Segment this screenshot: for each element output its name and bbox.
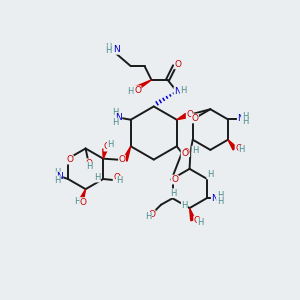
Text: H: H [127, 87, 134, 96]
Text: N: N [237, 113, 244, 122]
Polygon shape [177, 113, 188, 120]
Polygon shape [190, 208, 195, 221]
Text: H: H [112, 108, 119, 117]
Text: H: H [180, 86, 187, 95]
Polygon shape [134, 80, 152, 91]
Text: O: O [183, 148, 190, 157]
Text: O: O [171, 175, 178, 184]
Text: H: H [181, 201, 188, 210]
Text: H: H [217, 196, 223, 206]
Text: O: O [66, 155, 73, 164]
Text: H: H [94, 173, 101, 182]
Text: H: H [74, 197, 80, 206]
Text: H: H [107, 140, 114, 149]
Text: N: N [115, 113, 122, 122]
Text: O: O [235, 143, 242, 152]
Text: O: O [181, 149, 188, 158]
Text: H: H [207, 170, 213, 179]
Text: O: O [85, 159, 92, 168]
Text: H: H [145, 212, 152, 221]
Text: O: O [118, 155, 125, 164]
Text: O: O [186, 110, 193, 119]
Text: H: H [242, 117, 248, 126]
Text: O: O [113, 173, 120, 182]
Text: H: H [238, 146, 245, 154]
Text: O: O [175, 60, 182, 69]
Text: O: O [134, 86, 141, 95]
Text: O: O [80, 198, 87, 207]
Text: H: H [106, 43, 112, 52]
Polygon shape [79, 189, 86, 202]
Polygon shape [103, 149, 107, 159]
Text: N: N [211, 194, 218, 203]
Text: O: O [104, 142, 111, 151]
Text: H: H [242, 112, 248, 121]
Text: H: H [170, 189, 177, 198]
Text: H: H [105, 46, 111, 55]
Text: O: O [192, 114, 199, 123]
Text: N: N [113, 45, 120, 54]
Text: H: H [217, 191, 223, 200]
Text: H: H [112, 118, 119, 127]
Text: H: H [197, 218, 204, 227]
Polygon shape [123, 146, 131, 161]
Text: H: H [86, 162, 92, 171]
Text: N: N [174, 87, 181, 96]
Polygon shape [228, 140, 237, 150]
Text: O: O [148, 210, 155, 219]
Text: H: H [54, 176, 61, 185]
Text: H: H [116, 176, 123, 185]
Text: H: H [54, 168, 61, 177]
Text: O: O [194, 216, 201, 225]
Text: N: N [56, 172, 63, 181]
Text: H: H [192, 146, 198, 155]
